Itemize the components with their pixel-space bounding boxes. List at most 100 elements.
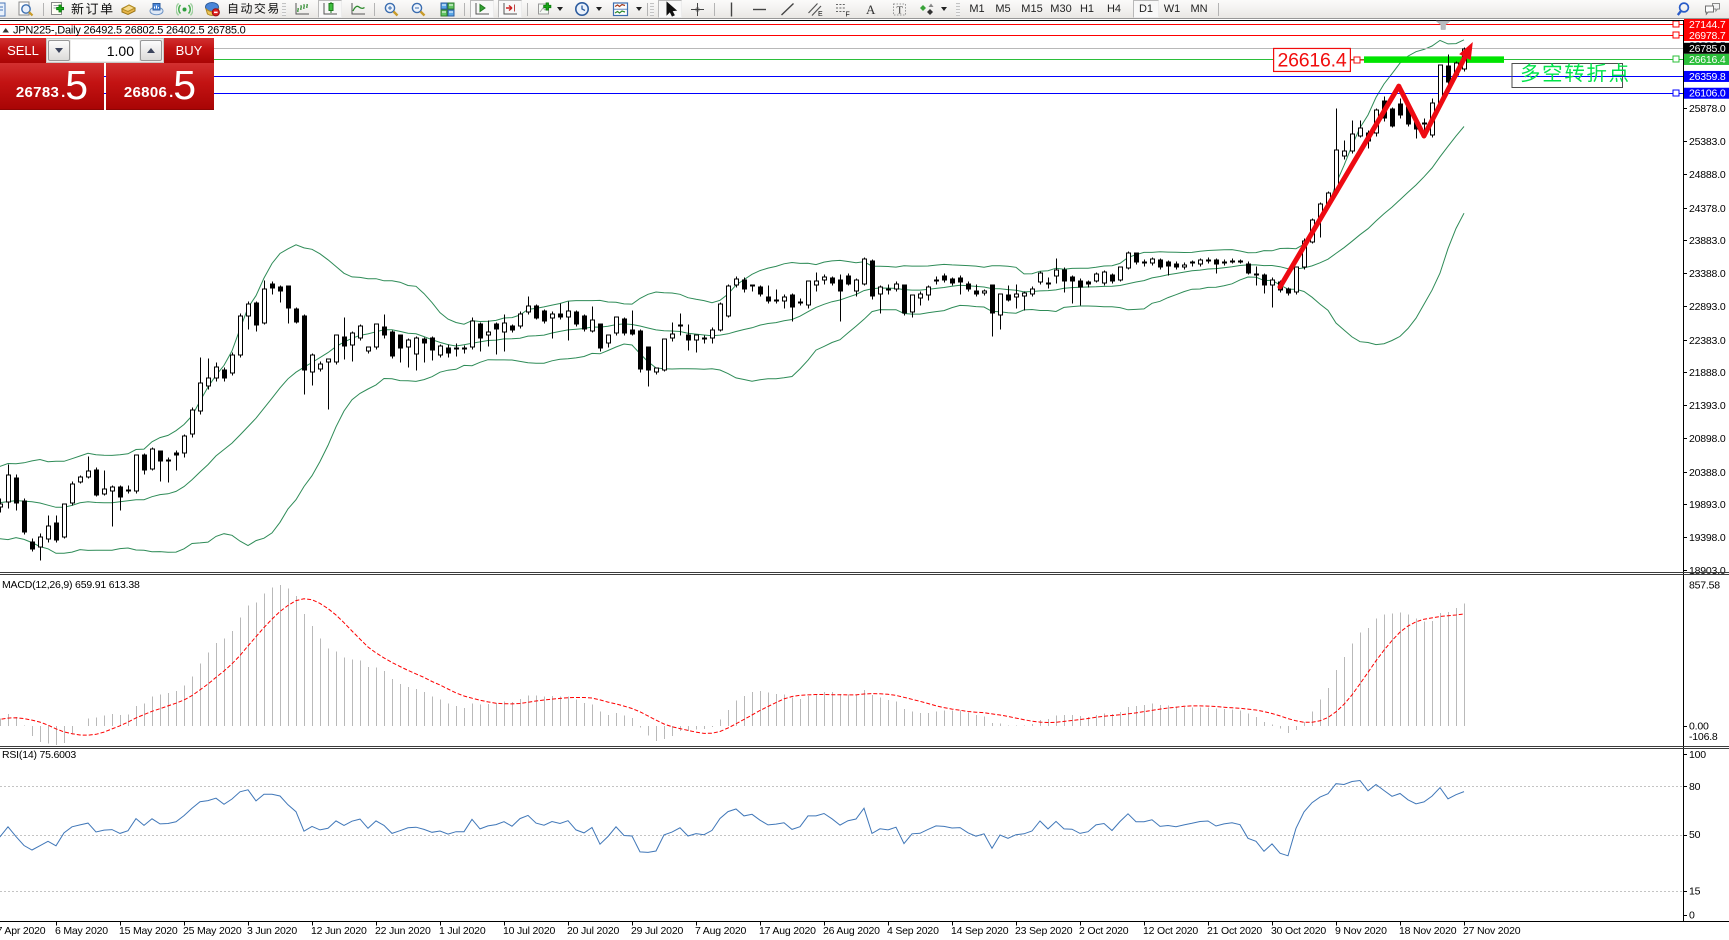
buy-price-main: 26806 [123,84,168,101]
new-order-label[interactable] [70,3,116,19]
toolbar-grip[interactable] [956,3,960,16]
tf-W1[interactable]: W1 [1163,3,1181,15]
tf-H4[interactable]: H4 [1106,3,1122,15]
line-chart-button[interactable] [346,0,370,18]
price-callout-box[interactable]: 26616.4 [1272,47,1364,73]
bar-chart-button[interactable] [290,0,314,18]
price-tag: 26616.4 [1684,53,1729,66]
tf-M30[interactable]: M30 [1050,3,1072,15]
triangle-down-icon [55,48,63,53]
svg-text:25383.0: 25383.0 [1689,136,1726,148]
tf-M15[interactable]: M15 [1021,3,1043,15]
periods-dropdown[interactable] [595,7,602,11]
price-tag: 26978.7 [1684,29,1729,42]
autotrade-label[interactable] [226,3,282,18]
auto-scroll-button[interactable] [498,0,522,18]
vline-tool[interactable] [719,0,743,18]
text-tool[interactable]: A [858,0,882,18]
macd-pane[interactable] [0,585,1465,748]
channel-tool[interactable]: E [803,0,827,18]
trend-arrow[interactable] [1277,42,1473,290]
svg-text:27 Apr 2020: 27 Apr 2020 [0,925,46,937]
arrows-tool[interactable] [915,0,939,18]
templates-dropdown[interactable] [635,7,642,11]
indicators-button[interactable] [533,0,557,18]
shift-icon [474,1,491,18]
price-axis[interactable]: 25878.0 25383.0 24888.0 24378.0 23883.0 23388… [1683,18,1729,922]
periods-button[interactable] [570,0,594,18]
market-icon[interactable] [144,0,168,18]
svg-text:27144.7: 27144.7 [1689,19,1726,31]
svg-text:19893.0: 19893.0 [1689,499,1726,511]
svg-text:12 Jun 2020: 12 Jun 2020 [311,925,367,937]
volume-decrease-button[interactable] [48,40,70,61]
rsi-label: RSI(14) 75.6003 [2,749,76,761]
clock-icon [574,1,591,18]
tf-D1[interactable]: D1 [1133,0,1159,18]
svg-text:25878.0: 25878.0 [1689,103,1726,115]
volume-input[interactable] [71,40,139,61]
templates-button[interactable] [608,0,632,18]
indicators-dropdown[interactable] [556,7,563,11]
main-price-pane[interactable] [0,21,1683,561]
toolbar-grip[interactable] [282,3,286,16]
buy-price-dot: . [169,84,174,101]
toolbar-grip[interactable] [650,3,654,16]
toolbar-separator [1218,3,1219,16]
sell-price-main: 26783 [15,84,60,101]
candle-chart-button[interactable] [318,0,342,18]
autotrade-button[interactable] [200,0,224,18]
signals-icon[interactable] [172,0,196,18]
svg-text:25 May 2020: 25 May 2020 [183,925,242,937]
arrows-dropdown[interactable] [940,7,947,11]
preview-icon [17,1,34,18]
crosshair-tool[interactable] [685,0,709,18]
volume-increase-button[interactable] [140,40,162,61]
svg-text:23883.0: 23883.0 [1689,235,1726,247]
label-tool[interactable]: T [887,0,911,18]
autoscroll-icon [502,1,519,18]
svg-text:29 Jul 2020: 29 Jul 2020 [631,925,683,937]
buy-price-tile[interactable]: 26806. 5 [106,63,214,110]
signal-icon [174,1,194,18]
buy-button[interactable]: BUY [164,38,214,63]
trend-arrow-head [1459,42,1473,61]
time-axis[interactable]: 27 Apr 2020 6 May 2020 15 May 2020 25 May 2… [0,921,1521,938]
svg-text:80: 80 [1689,781,1701,793]
trendline-tool[interactable] [775,0,799,18]
hline-tool[interactable] [747,0,771,18]
macd-signal-line [0,598,1465,736]
search-icon[interactable] [1672,0,1696,18]
volume-stepper [46,38,164,63]
svg-text:22893.0: 22893.0 [1689,301,1726,313]
history-center-icon[interactable] [116,0,140,18]
zoom-out-button[interactable] [406,0,430,18]
new-order-button[interactable] [46,0,70,18]
sell-price-tile[interactable]: 26783. 5 [0,63,104,110]
chart-window-icon[interactable] [0,0,9,18]
zoom-in-button[interactable] [379,0,403,18]
candles [0,47,1467,561]
tile-windows-button[interactable] [435,0,459,18]
svg-text:23388.0: 23388.0 [1689,268,1726,280]
print-preview-icon[interactable] [13,0,37,18]
toolbar-cjk-label [228,3,279,14]
tf-MN[interactable]: MN [1190,3,1208,15]
tf-M1[interactable]: M1 [969,3,985,15]
triangle-up-icon [147,48,155,53]
sell-button[interactable]: SELL [0,38,46,63]
chat-icon[interactable] [1700,0,1724,18]
search-icon [1676,1,1693,18]
chart-shift-marker[interactable] [1435,20,1451,30]
svg-text:1 Jul 2020: 1 Jul 2020 [439,925,486,937]
tf-H1[interactable]: H1 [1079,3,1095,15]
chartfile-icon [0,1,6,18]
chart-shift-button[interactable] [470,0,494,18]
rsi-pane[interactable] [0,779,1683,892]
cursor-tool[interactable] [658,0,682,18]
bars-icon [294,1,311,18]
cjk-note-box[interactable] [1511,63,1629,88]
fibonacci-tool[interactable]: F [830,0,854,18]
tf-M5[interactable]: M5 [995,3,1011,15]
